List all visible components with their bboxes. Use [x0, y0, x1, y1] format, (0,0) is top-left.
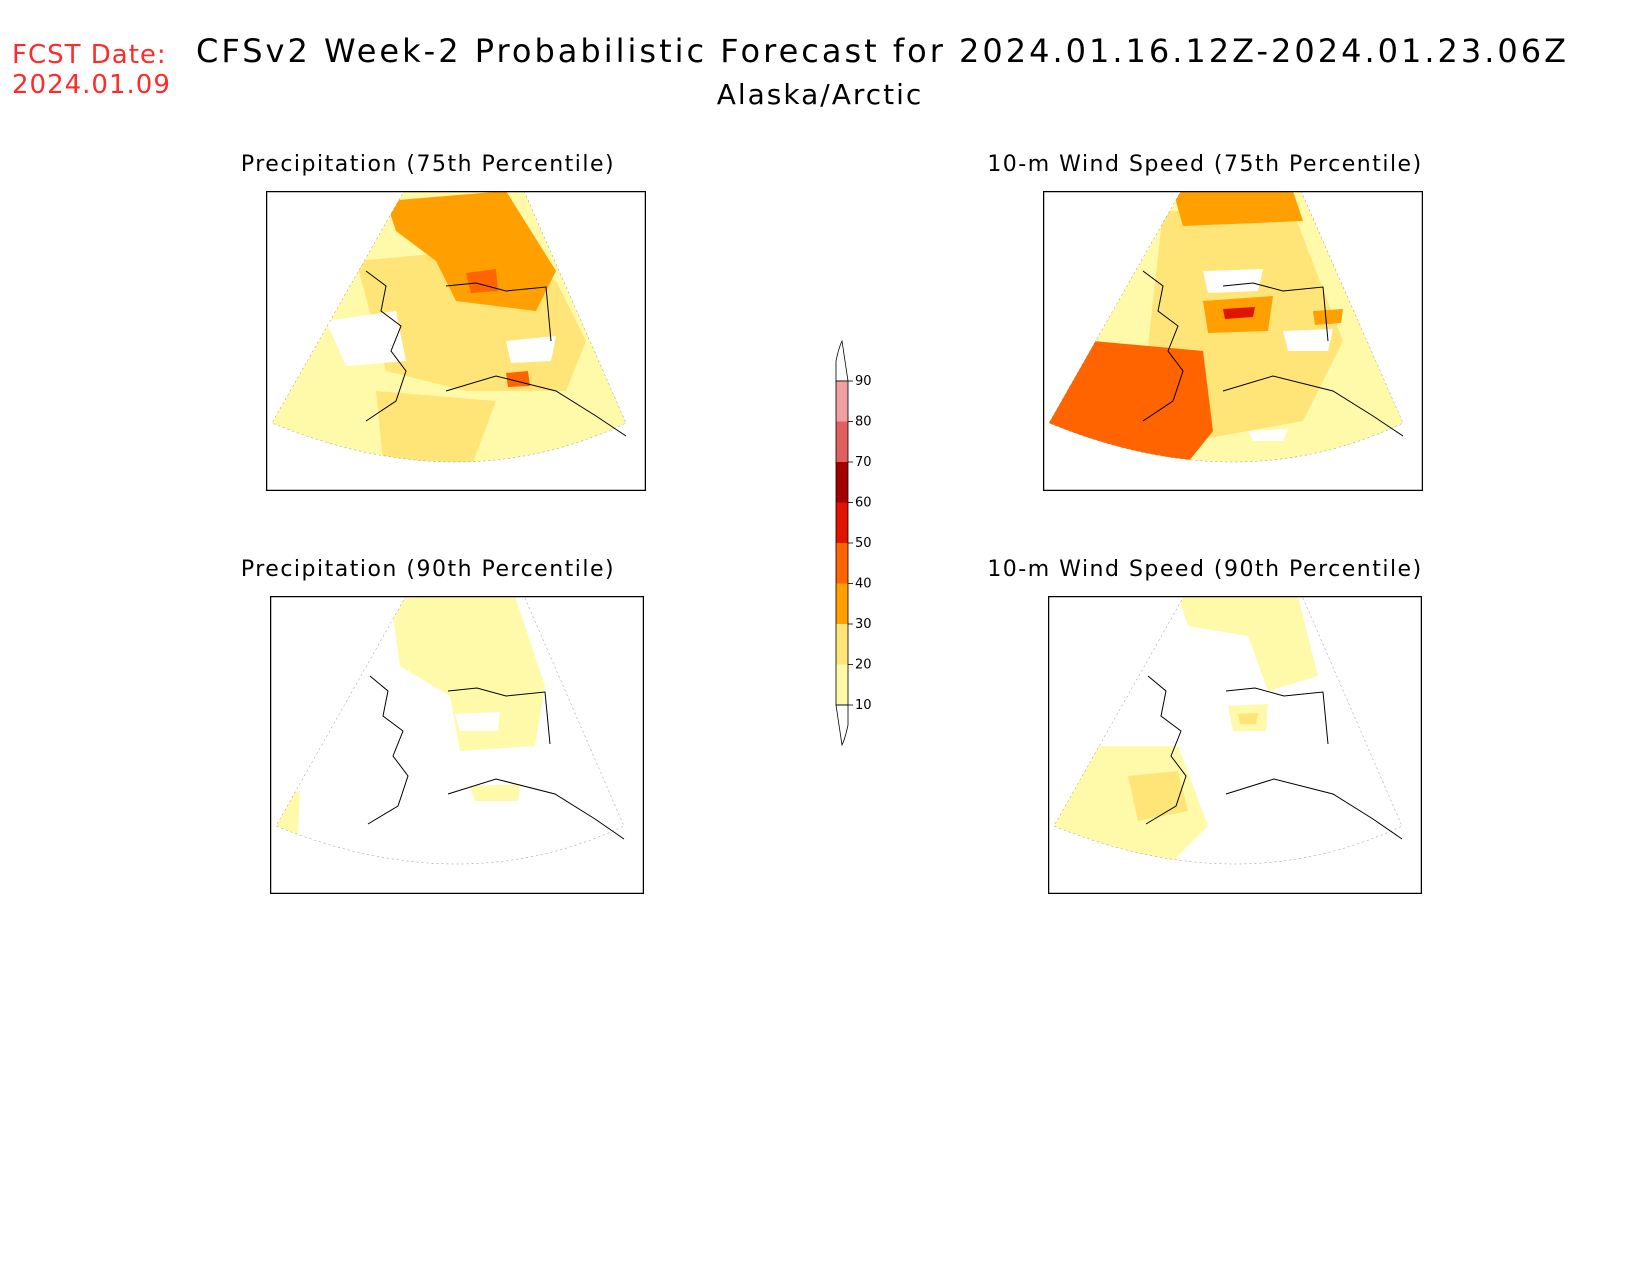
map-wind-90-svg: [1048, 596, 1422, 894]
forecast-date-block: FCST Date: 2024.01.09: [12, 40, 171, 100]
colorbar-label-40: 40: [855, 577, 872, 592]
panel-title-wind-90: 10-m Wind Speed (90th Percentile): [987, 557, 1423, 582]
colorbar: 10 20 30 40 50 60 70 80 90: [828, 330, 898, 754]
colorbar-band-80: [836, 381, 848, 422]
map-precip-75: [266, 191, 646, 491]
colorbar-label-90: 90: [855, 374, 872, 389]
colorbar-band-40: [836, 543, 848, 584]
forecast-date-value: 2024.01.09: [12, 70, 171, 100]
colorbar-label-80: 80: [855, 415, 872, 430]
colorbar-label-10: 10: [855, 698, 872, 713]
panel-title-precip-90: Precipitation (90th Percentile): [240, 557, 616, 582]
colorbar-label-60: 60: [855, 496, 872, 511]
colorbar-bottom-cap: [835, 704, 849, 747]
map-precip-90: [270, 596, 644, 894]
map-wind-90: [1048, 596, 1422, 894]
colorbar-label-70: 70: [855, 455, 872, 470]
panel-title-wind-75: 10-m Wind Speed (75th Percentile): [987, 152, 1423, 177]
page-title: CFSv2 Week-2 Probabilistic Forecast for …: [196, 32, 1570, 70]
region-name: Alaska/Arctic: [716, 78, 924, 111]
forecast-date-label: FCST Date:: [12, 40, 167, 70]
colorbar-band-50: [836, 502, 848, 543]
colorbar-label-20: 20: [855, 658, 872, 673]
map-precip-90-svg: [270, 596, 644, 894]
map-wind-75: [1043, 191, 1423, 491]
colorbar-band-20: [836, 624, 848, 665]
colorbar-label-50: 50: [855, 536, 872, 551]
colorbar-band-30: [836, 583, 848, 624]
map-wind-75-svg: [1043, 191, 1423, 491]
colorbar-top-cap: [835, 339, 849, 382]
map-precip-75-svg: [266, 191, 646, 491]
colorbar-svg: 10 20 30 40 50 60 70 80 90: [835, 339, 872, 747]
colorbar-band-70: [836, 421, 848, 462]
page-subtitle: Alaska/Arctic: [0, 78, 1650, 111]
colorbar-label-30: 30: [855, 617, 872, 632]
colorbar-band-10: [836, 664, 848, 705]
panel-title-precip-75: Precipitation (75th Percentile): [240, 152, 616, 177]
colorbar-band-60: [836, 462, 848, 503]
